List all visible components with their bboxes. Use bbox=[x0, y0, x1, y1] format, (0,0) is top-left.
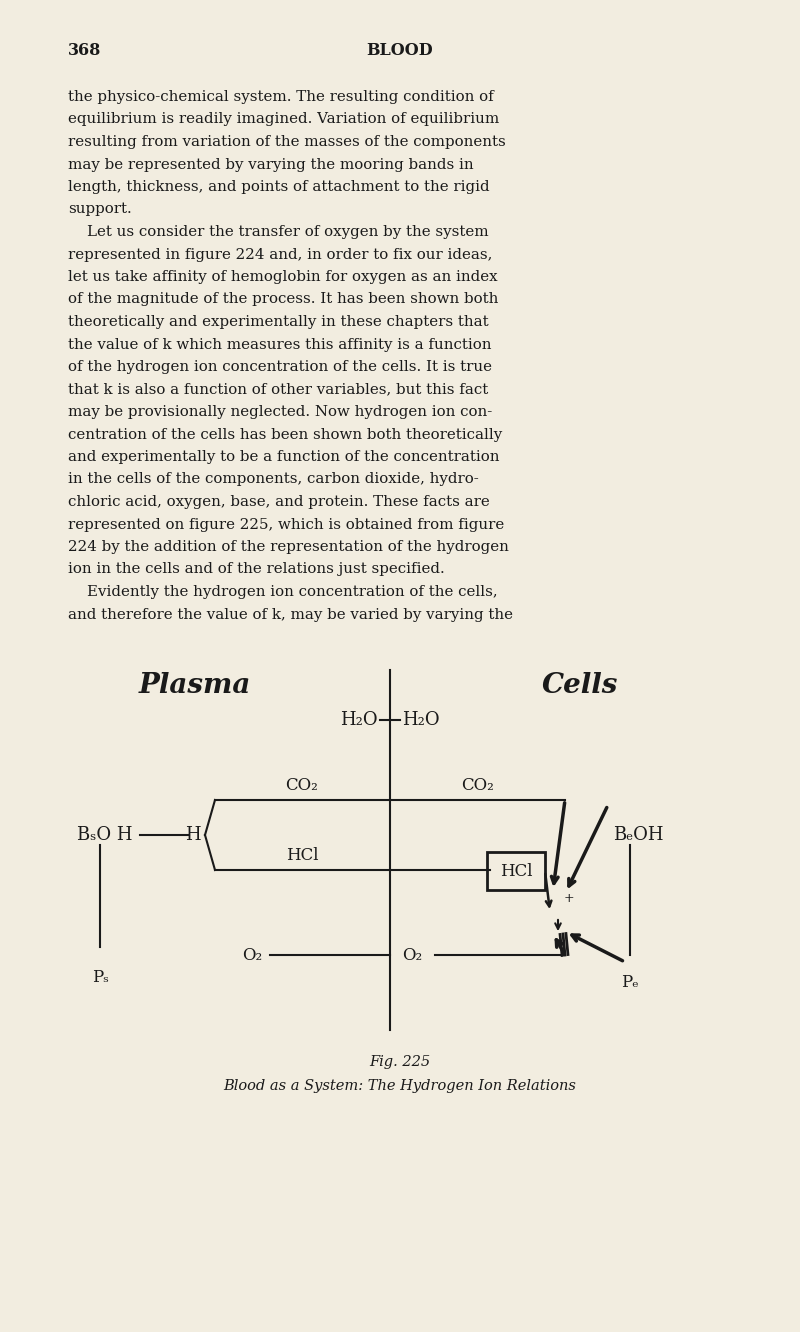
Text: HCl: HCl bbox=[286, 847, 318, 864]
Text: resulting from variation of the masses of the components: resulting from variation of the masses o… bbox=[68, 135, 506, 149]
Text: O₂: O₂ bbox=[242, 947, 262, 963]
Text: theoretically and experimentally in these chapters that: theoretically and experimentally in thes… bbox=[68, 314, 489, 329]
Text: of the hydrogen ion concentration of the cells. It is true: of the hydrogen ion concentration of the… bbox=[68, 360, 492, 374]
Text: and experimentally to be a function of the concentration: and experimentally to be a function of t… bbox=[68, 450, 499, 464]
Text: ion in the cells and of the relations just specified.: ion in the cells and of the relations ju… bbox=[68, 562, 445, 577]
Text: may be provisionally neglected. Now hydrogen ion con-: may be provisionally neglected. Now hydr… bbox=[68, 405, 492, 420]
Text: equilibrium is readily imagined. Variation of equilibrium: equilibrium is readily imagined. Variati… bbox=[68, 112, 499, 127]
Text: CO₂: CO₂ bbox=[461, 777, 494, 794]
Text: BₛO H: BₛO H bbox=[78, 826, 133, 844]
Text: let us take affinity of hemoglobin for oxygen as an index: let us take affinity of hemoglobin for o… bbox=[68, 270, 498, 284]
Text: chloric acid, oxygen, base, and protein. These facts are: chloric acid, oxygen, base, and protein.… bbox=[68, 496, 490, 509]
Text: may be represented by varying the mooring bands in: may be represented by varying the moorin… bbox=[68, 157, 474, 172]
Text: H: H bbox=[186, 826, 201, 844]
Text: +: + bbox=[564, 891, 574, 904]
Text: H₂O: H₂O bbox=[340, 711, 378, 729]
Text: the value of k which measures this affinity is a function: the value of k which measures this affin… bbox=[68, 337, 491, 352]
Text: Pₛ: Pₛ bbox=[91, 968, 109, 986]
Text: of the magnitude of the process. It has been shown both: of the magnitude of the process. It has … bbox=[68, 293, 498, 306]
Text: 224 by the addition of the representation of the hydrogen: 224 by the addition of the representatio… bbox=[68, 539, 509, 554]
Text: that k is also a function of other variables, but this fact: that k is also a function of other varia… bbox=[68, 382, 488, 397]
Text: centration of the cells has been shown both theoretically: centration of the cells has been shown b… bbox=[68, 428, 502, 441]
Text: H₂O: H₂O bbox=[402, 711, 440, 729]
Text: Cells: Cells bbox=[542, 673, 618, 699]
Text: Blood as a System: The Hydrogen Ion Relations: Blood as a System: The Hydrogen Ion Rela… bbox=[223, 1079, 577, 1094]
Text: the physico-chemical system. The resulting condition of: the physico-chemical system. The resulti… bbox=[68, 91, 494, 104]
Text: HCl: HCl bbox=[500, 863, 532, 879]
Text: O₂: O₂ bbox=[402, 947, 422, 963]
Text: Plasma: Plasma bbox=[139, 673, 251, 699]
Text: and therefore the value of k, may be varied by varying the: and therefore the value of k, may be var… bbox=[68, 607, 513, 622]
Text: Let us consider the transfer of oxygen by the system: Let us consider the transfer of oxygen b… bbox=[68, 225, 489, 238]
Text: Fig. 225: Fig. 225 bbox=[370, 1055, 430, 1070]
Text: 368: 368 bbox=[68, 43, 102, 59]
Bar bbox=[487, 852, 545, 890]
Text: Evidently the hydrogen ion concentration of the cells,: Evidently the hydrogen ion concentration… bbox=[68, 585, 498, 599]
Text: Pₑ: Pₑ bbox=[621, 974, 639, 991]
Text: BLOOD: BLOOD bbox=[366, 43, 434, 59]
Text: in the cells of the components, carbon dioxide, hydro-: in the cells of the components, carbon d… bbox=[68, 473, 478, 486]
Text: CO₂: CO₂ bbox=[286, 777, 318, 794]
Text: BₑOH: BₑOH bbox=[613, 826, 663, 844]
Text: represented in figure 224 and, in order to fix our ideas,: represented in figure 224 and, in order … bbox=[68, 248, 492, 261]
Text: length, thickness, and points of attachment to the rigid: length, thickness, and points of attachm… bbox=[68, 180, 490, 194]
Text: represented on figure 225, which is obtained from figure: represented on figure 225, which is obta… bbox=[68, 518, 504, 531]
Text: support.: support. bbox=[68, 202, 132, 217]
